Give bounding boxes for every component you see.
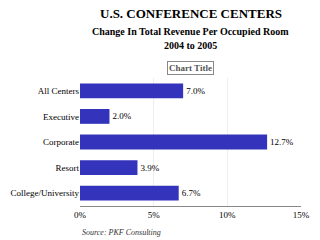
svg-text:12.7%: 12.7% (270, 137, 294, 147)
svg-text:Corporate: Corporate (43, 137, 79, 147)
svg-text:Change In Total Revenue Per Oc: Change In Total Revenue Per Occupied Roo… (92, 26, 289, 37)
svg-text:All Centers: All Centers (38, 86, 80, 96)
svg-text:10%: 10% (219, 210, 236, 220)
svg-text:3.9%: 3.9% (140, 163, 159, 173)
svg-text:6.7%: 6.7% (182, 188, 201, 198)
svg-text:0%: 0% (74, 210, 87, 220)
svg-text:2004 to 2005: 2004 to 2005 (164, 40, 217, 51)
svg-text:Executive: Executive (43, 112, 79, 122)
svg-text:2.0%: 2.0% (112, 111, 131, 121)
svg-text:Resort: Resort (56, 163, 80, 173)
svg-text:5%: 5% (148, 210, 161, 220)
svg-text:College/University: College/University (11, 188, 80, 198)
svg-text:U.S. CONFERENCE CENTERS: U.S. CONFERENCE CENTERS (100, 6, 282, 21)
svg-text:Source: PKF Consulting: Source: PKF Consulting (82, 228, 161, 237)
svg-text:15%: 15% (293, 210, 310, 220)
svg-text:7.0%: 7.0% (186, 86, 205, 96)
svg-text:Chart Title: Chart Title (169, 63, 212, 73)
